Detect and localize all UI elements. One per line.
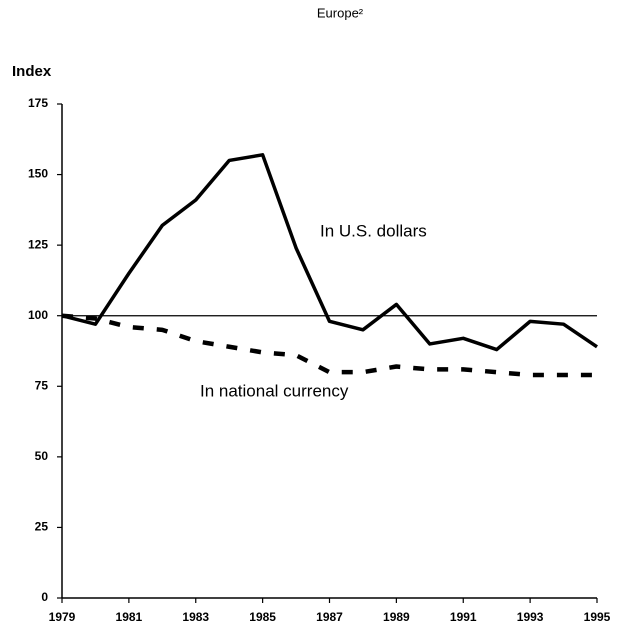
x-tick-label: 1981 bbox=[116, 610, 143, 624]
series-label: In U.S. dollars bbox=[320, 221, 427, 240]
series-line bbox=[61, 313, 597, 378]
x-tick-label: 1991 bbox=[450, 610, 477, 624]
x-tick-label: 1995 bbox=[584, 610, 611, 624]
series-label: In national currency bbox=[200, 381, 349, 400]
x-tick-label: 1979 bbox=[49, 610, 76, 624]
x-tick-label: 1993 bbox=[517, 610, 544, 624]
y-tick-label: 0 bbox=[41, 590, 48, 604]
y-tick-label: 150 bbox=[28, 167, 48, 181]
y-tick-label: 125 bbox=[28, 237, 48, 251]
x-tick-label: 1987 bbox=[316, 610, 343, 624]
y-tick-label: 25 bbox=[35, 520, 49, 534]
y-tick-label: 100 bbox=[28, 308, 48, 322]
y-tick-label: 50 bbox=[35, 449, 49, 463]
x-tick-label: 1983 bbox=[182, 610, 209, 624]
x-tick-label: 1985 bbox=[249, 610, 276, 624]
series-line bbox=[61, 153, 598, 352]
y-tick-label: 75 bbox=[35, 378, 49, 392]
chart-title: Europe² bbox=[317, 5, 364, 20]
y-axis-label: Index bbox=[12, 63, 52, 80]
y-tick-label: 175 bbox=[28, 96, 48, 110]
x-tick-label: 1989 bbox=[383, 610, 410, 624]
